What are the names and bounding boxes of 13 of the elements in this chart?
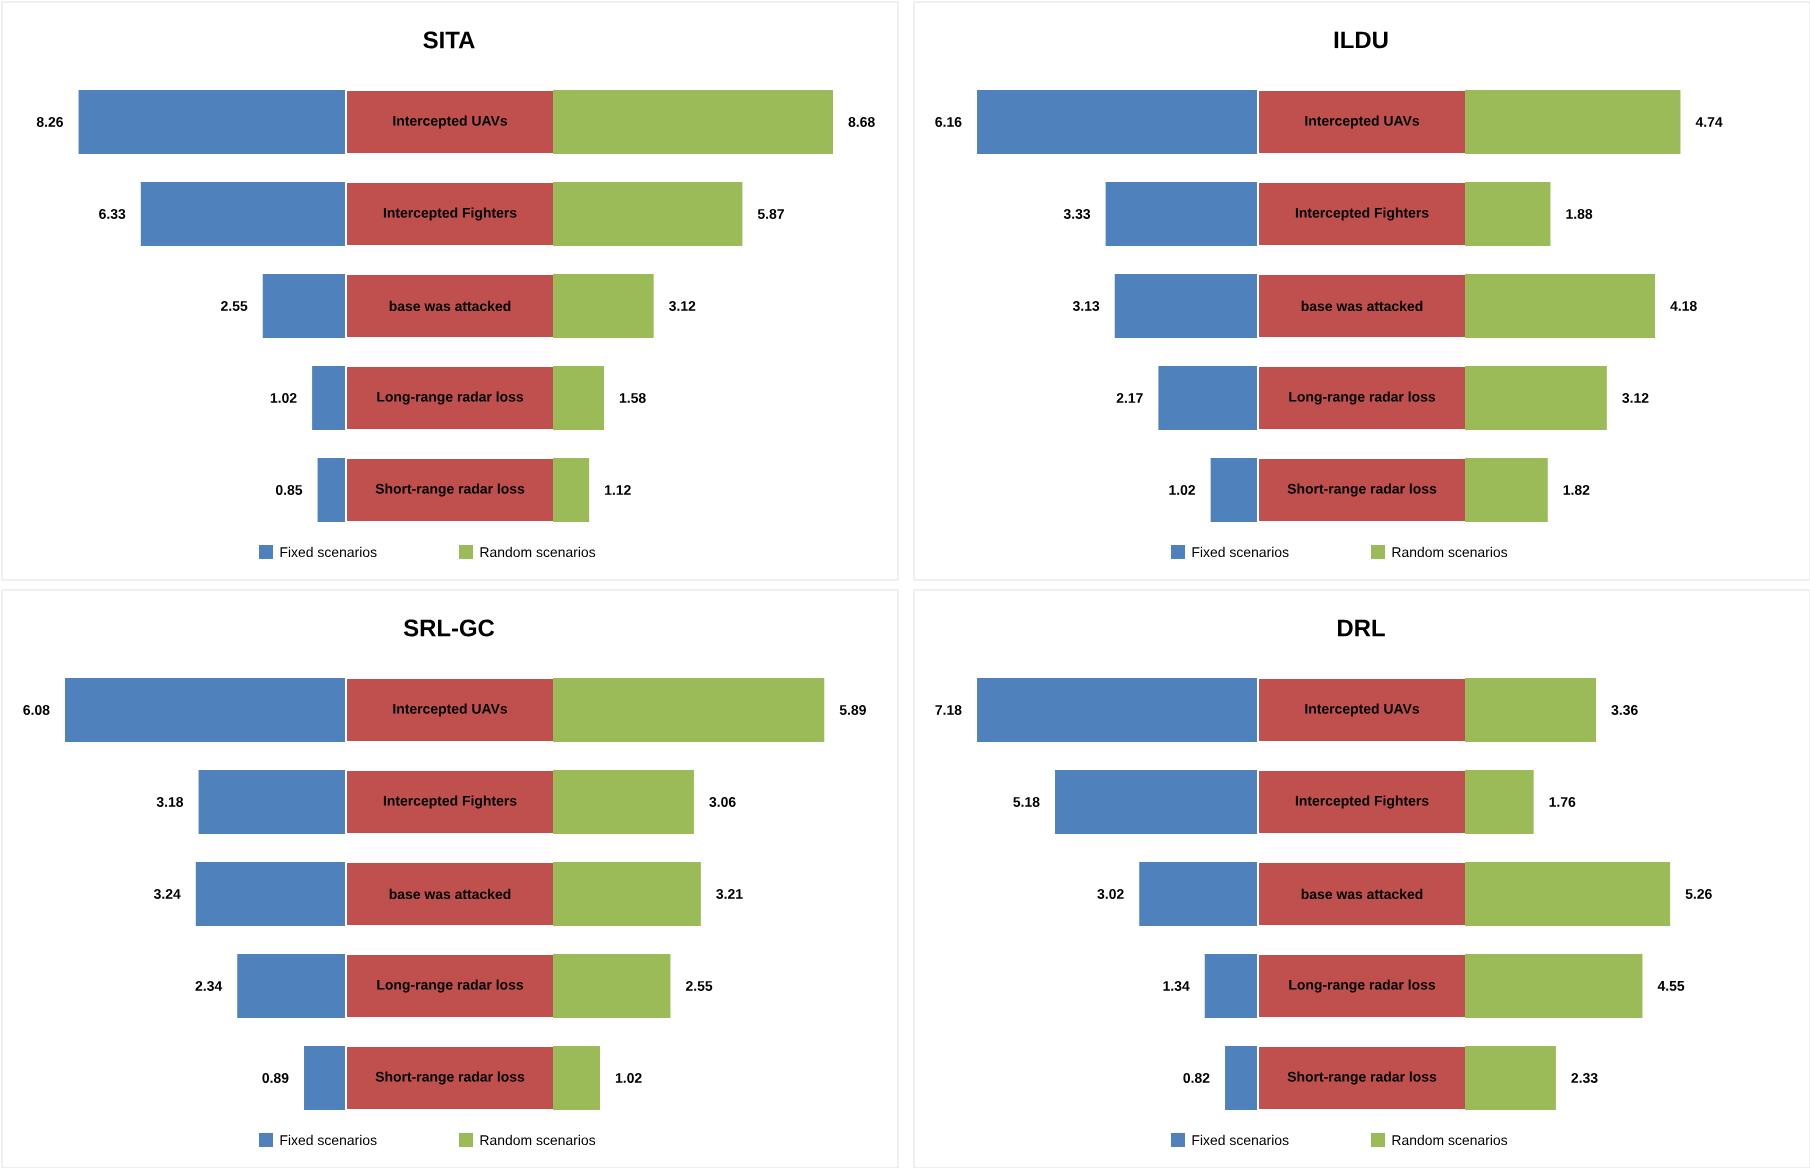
text: DRL	[1338, 619, 1385, 637]
bar	[1225, 1045, 1258, 1110]
bar	[304, 1045, 346, 1110]
bar	[1204, 953, 1258, 1018]
text: ILDU	[1334, 31, 1388, 49]
text: SITA	[423, 31, 475, 49]
bar	[1210, 457, 1258, 522]
bar	[553, 365, 604, 430]
bar	[553, 1045, 600, 1110]
text: SRL-GC	[403, 619, 495, 637]
bar	[312, 365, 346, 430]
bar	[317, 457, 346, 522]
bar	[553, 457, 590, 522]
